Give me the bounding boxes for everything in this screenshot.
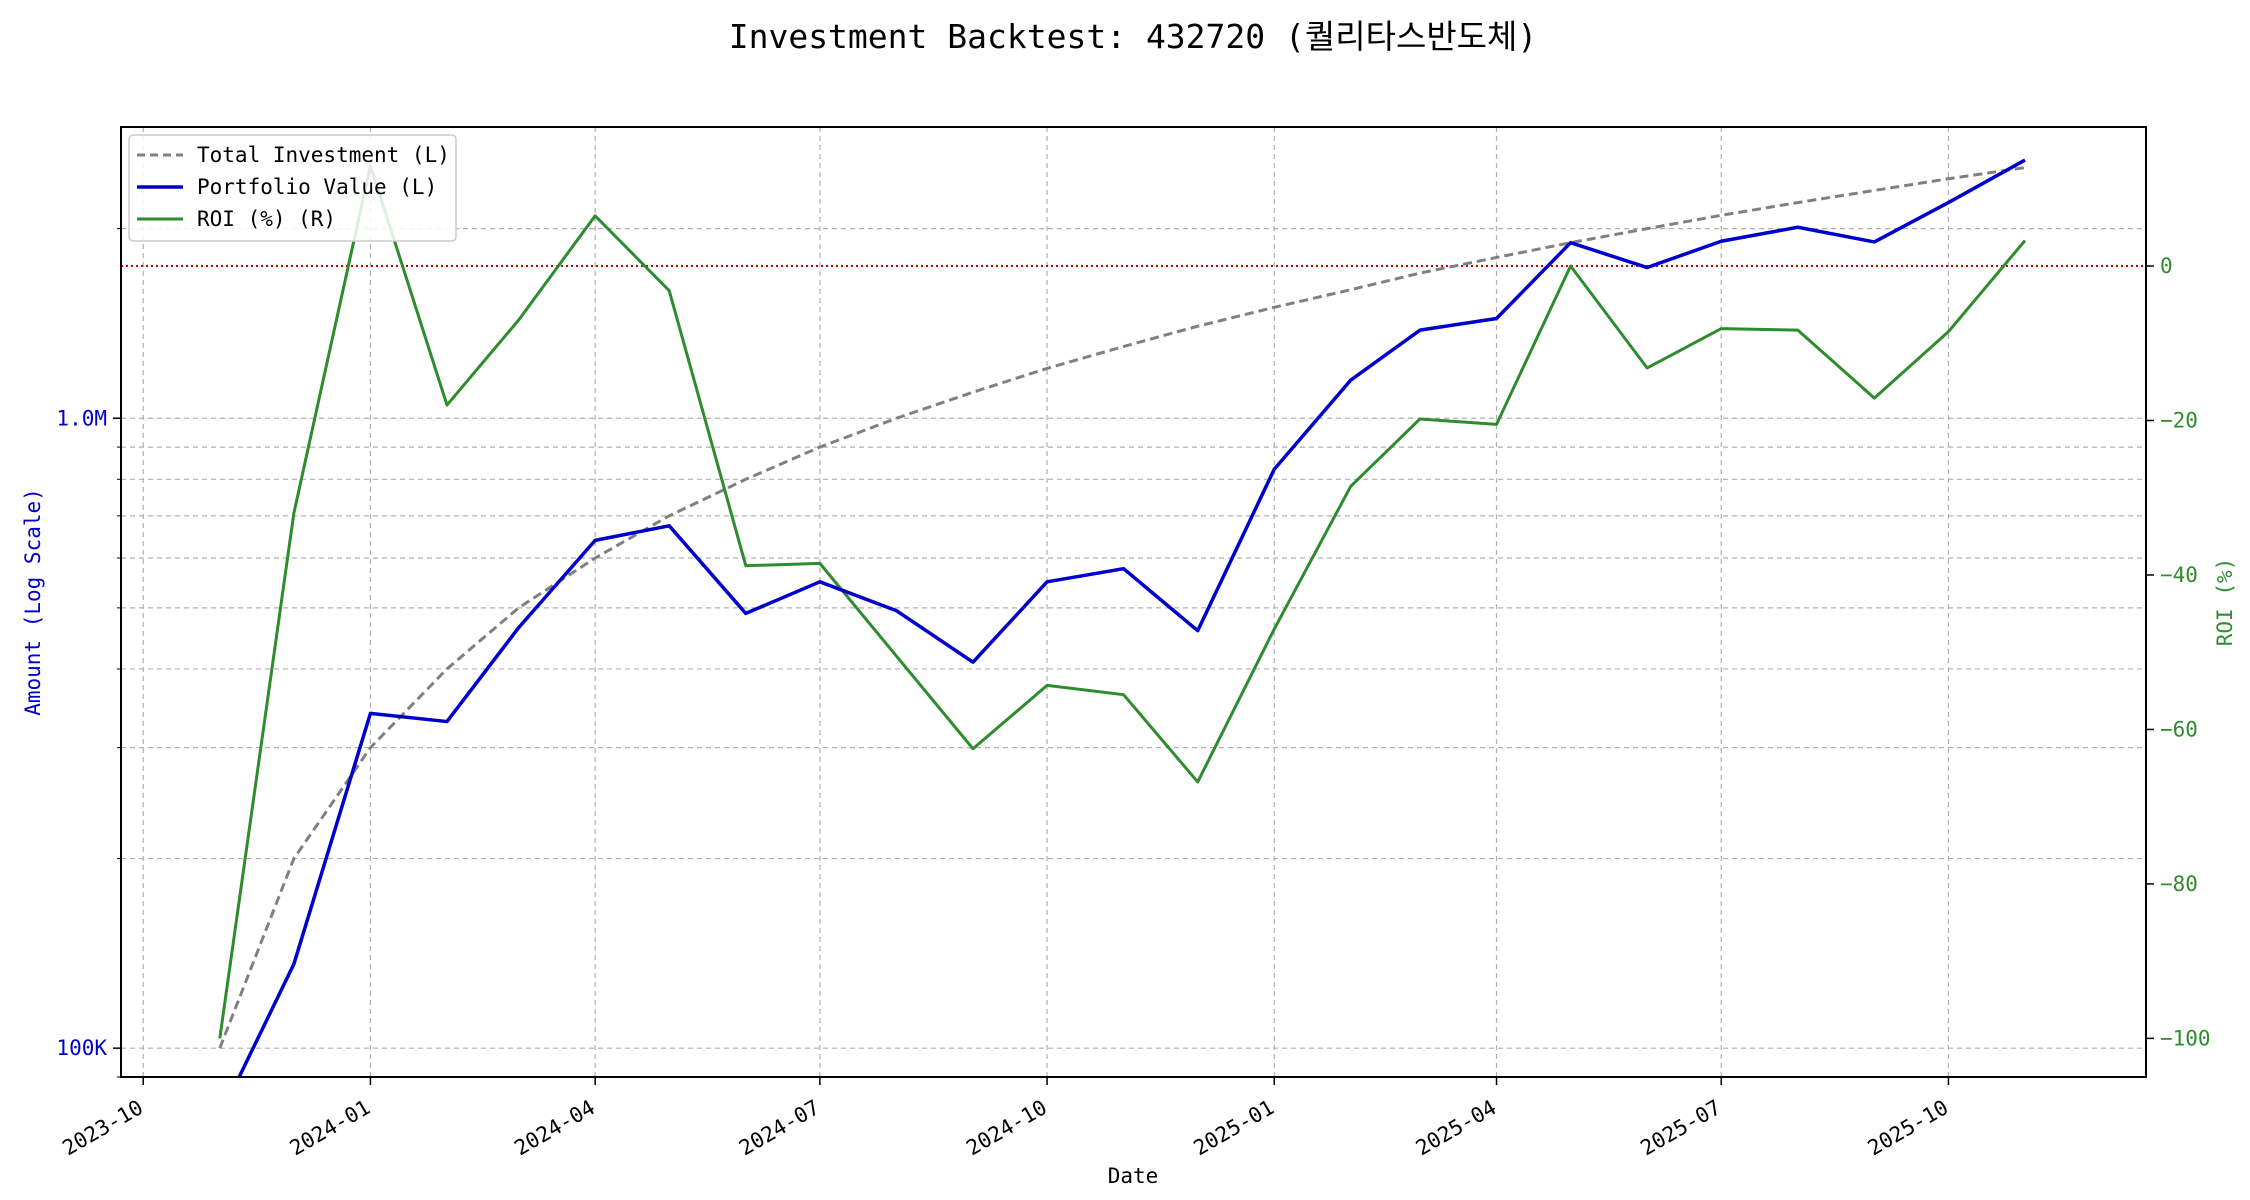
y-right-tick-label: −20	[2160, 408, 2198, 432]
y-left-tick-label: 1.0M	[56, 406, 107, 430]
x-axis-title: Date	[1108, 1164, 1159, 1188]
y-right-tick-label: −100	[2160, 1026, 2211, 1050]
roi-line	[218, 164, 2027, 1039]
y-left-tick-label: 100K	[56, 1036, 107, 1060]
total-investment-line	[218, 166, 2026, 1049]
chart-title: Investment Backtest: 432720 (퀄리타스반도체)	[729, 17, 1538, 56]
series-layer	[218, 158, 2027, 1077]
plot-frame	[120, 126, 2147, 1078]
x-tick-label: 2025-04	[1412, 1095, 1501, 1160]
legend-label-total-investment: Total Investment (L)	[197, 143, 450, 167]
y-right-tick-label: −80	[2160, 872, 2198, 896]
x-tick-label: 2023-10	[58, 1095, 147, 1160]
legend-label-roi: ROI (%) (R)	[197, 207, 336, 231]
portfolio-value-line	[237, 158, 2026, 1077]
x-tick-label: 2024-10	[962, 1095, 1051, 1160]
x-tick-label: 2025-10	[1864, 1095, 1953, 1160]
y-right-tick-label: −60	[2160, 717, 2198, 741]
x-tick-label: 2024-04	[510, 1095, 599, 1160]
y-right-tick-label: −40	[2160, 563, 2198, 587]
grid-layer	[121, 127, 2146, 1078]
legend-label-portfolio-value: Portfolio Value (L)	[197, 175, 437, 199]
x-tick-label: 2024-01	[286, 1095, 375, 1160]
y-right-tick-label: 0	[2160, 254, 2173, 278]
axis-layer: 2023-10 2024-01 2024-04 2024-07 2024-10 2025-…	[56, 228, 2211, 1160]
y-right-axis-title: ROI (%)	[2213, 558, 2237, 647]
legend-box	[128, 134, 457, 242]
x-tick-label: 2025-07	[1636, 1095, 1725, 1160]
y-left-axis-title: Amount (Log Scale)	[21, 488, 45, 716]
legend: Total Investment (L) Portfolio Value (L)…	[128, 134, 457, 242]
x-tick-label: 2024-07	[735, 1095, 824, 1160]
x-tick-label: 2025-01	[1189, 1095, 1278, 1160]
